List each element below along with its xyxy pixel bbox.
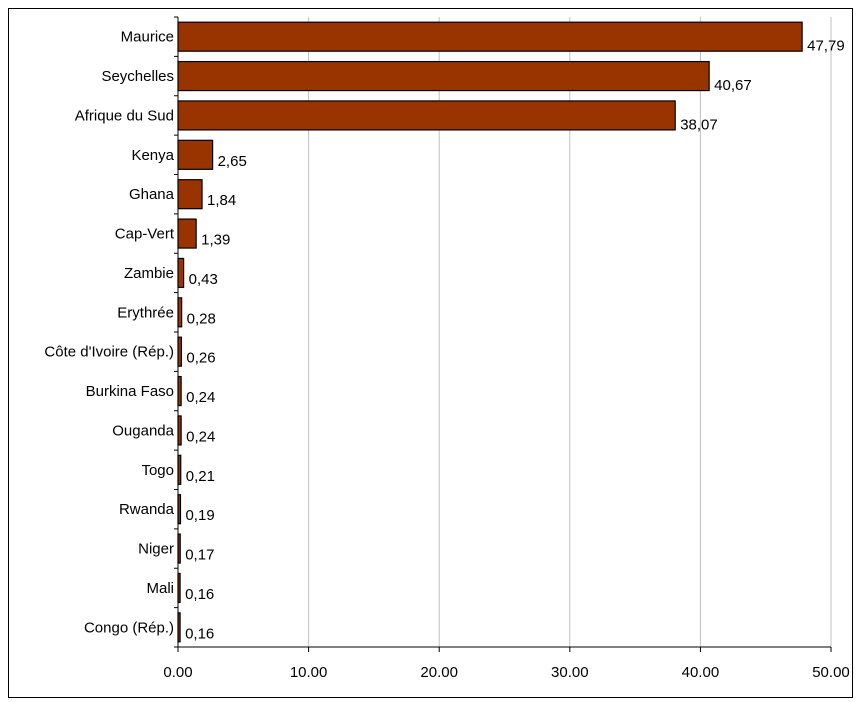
data-label: 0,26 (186, 350, 215, 367)
data-label: 1,84 (207, 192, 236, 209)
category-label: Zambie (124, 265, 174, 282)
bar (177, 21, 803, 52)
category-label: Kenya (131, 147, 174, 164)
x-tick-label: 20.00 (420, 664, 458, 681)
category-label: Côte d'Ivoire (Rép.) (44, 344, 174, 361)
category-label: Afrique du Sud (75, 107, 174, 124)
data-label: 0,28 (187, 310, 216, 327)
data-label: 0,16 (185, 586, 214, 603)
category-label: Mali (146, 580, 174, 597)
bar (177, 336, 182, 367)
bar (177, 179, 203, 210)
category-label: Niger (138, 541, 174, 558)
bar-chart: Maurice 47,79 Seychelles 40,67 Afrique du Su… (44, 16, 850, 681)
data-label: 47,79 (807, 38, 845, 55)
category-label: Erythrée (117, 304, 174, 321)
chart-frame: Maurice 47,79 Seychelles 40,67 Afrique du Su… (8, 8, 853, 698)
category-label: Ouganda (112, 422, 174, 439)
data-label: 0,43 (189, 271, 218, 288)
axes (174, 16, 832, 652)
data-label: 0,21 (186, 468, 215, 485)
data-label: 1,39 (201, 232, 230, 249)
data-label: 40,67 (714, 77, 752, 94)
category-label: Ghana (129, 186, 175, 203)
data-label: 0,17 (185, 547, 214, 564)
bar (177, 257, 185, 289)
bar (177, 139, 214, 170)
data-label: 2,65 (218, 153, 247, 170)
category-label: Seychelles (101, 68, 174, 85)
bar (177, 100, 676, 131)
category-label: Burkina Faso (86, 383, 174, 400)
category-label: Rwanda (119, 501, 175, 518)
x-tick-label: 10.00 (290, 664, 328, 681)
category-label: Cap-Vert (115, 226, 175, 243)
data-label: 38,07 (680, 116, 718, 133)
x-tick-label: 50.00 (812, 664, 850, 681)
category-label: Maurice (121, 29, 174, 46)
data-label: 0,24 (186, 389, 215, 406)
x-tick-label: 0.00 (163, 664, 192, 681)
category-label: Togo (141, 462, 174, 479)
bar (177, 60, 710, 92)
x-tick-label: 40.00 (682, 664, 720, 681)
x-tick-label: 30.00 (551, 664, 589, 681)
category-label: Congo (Rép.) (84, 619, 174, 636)
data-label: 0,24 (186, 428, 215, 445)
bar (177, 218, 197, 249)
labels: Maurice 47,79 Seychelles 40,67 Afrique du Su… (44, 29, 849, 681)
bars (177, 21, 803, 643)
data-label: 0,16 (185, 625, 214, 642)
data-label: 0,19 (185, 507, 214, 524)
bar (177, 297, 183, 328)
